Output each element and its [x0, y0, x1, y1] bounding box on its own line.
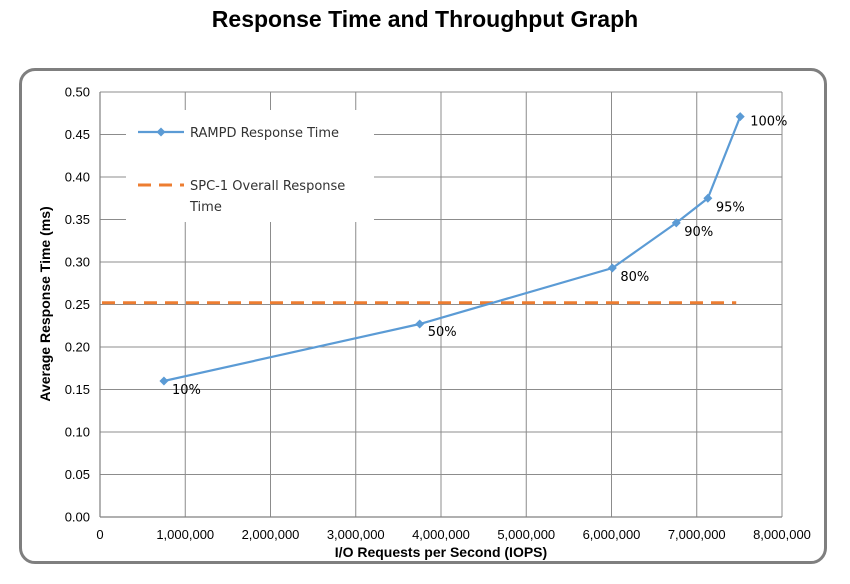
x-tick-label: 8,000,000: [753, 527, 811, 542]
y-axis-title: Average Response Time (ms): [37, 206, 53, 401]
legend-label-spc1: SPC-1 Overall Response: [190, 179, 345, 194]
data-label: 80%: [620, 270, 649, 285]
legend-background: [126, 110, 374, 222]
x-tick-label: 1,000,000: [156, 527, 214, 542]
series: 10% 50% 80% 90%95% 100%: [159, 112, 787, 398]
y-tick-label: 0.00: [65, 510, 90, 525]
data-label: 50%: [428, 325, 457, 340]
x-tick-label: 0: [96, 527, 103, 542]
x-tick-label: 3,000,000: [327, 527, 385, 542]
legend-label-spc1: Time: [189, 200, 222, 215]
y-tick-label: 0.30: [65, 255, 90, 270]
legend: RAMPD Response Time SPC-1 Overall Respons…: [126, 110, 374, 222]
x-tick-label: 5,000,000: [497, 527, 555, 542]
tick-labels: 0.00 0.05 0.10 0.15 0.20 0.25 0.30 0.35 0.40 0.45…: [65, 85, 811, 543]
x-tick-label: 6,000,000: [583, 527, 641, 542]
data-point: [607, 263, 617, 273]
data-point: [415, 319, 425, 329]
rampd-response-line: [163, 116, 742, 383]
data-label: 90%: [684, 225, 713, 240]
data-label: 95%: [716, 200, 745, 215]
legend-label-rampd: RAMPD Response Time: [190, 126, 339, 141]
x-tick-label: 7,000,000: [668, 527, 726, 542]
page-title: Response Time and Throughput Graph: [211, 6, 639, 32]
data-point: [159, 376, 169, 386]
x-axis-title: I/O Requests per Second (IOPS): [335, 544, 547, 560]
data-label: 100%: [750, 115, 787, 130]
legend-marker-rampd: [156, 127, 166, 137]
axes: [99, 92, 782, 518]
y-tick-label: 0.50: [65, 85, 90, 100]
x-tick-label: 2,000,000: [242, 527, 300, 542]
data-point: [703, 193, 713, 203]
y-tick-label: 0.10: [65, 425, 90, 440]
data-point: [671, 218, 681, 228]
y-tick-label: 0.35: [65, 212, 90, 227]
y-tick-label: 0.15: [65, 382, 90, 397]
data-point: [735, 112, 745, 122]
y-tick-label: 0.25: [65, 297, 90, 312]
data-label: 10%: [172, 383, 201, 398]
y-tick-label: 0.45: [65, 127, 90, 142]
grid: [99, 91, 783, 518]
x-tick-label: 4,000,000: [412, 527, 470, 542]
y-tick-label: 0.05: [65, 467, 90, 482]
y-tick-label: 0.20: [65, 340, 90, 355]
y-tick-label: 0.40: [65, 170, 90, 185]
